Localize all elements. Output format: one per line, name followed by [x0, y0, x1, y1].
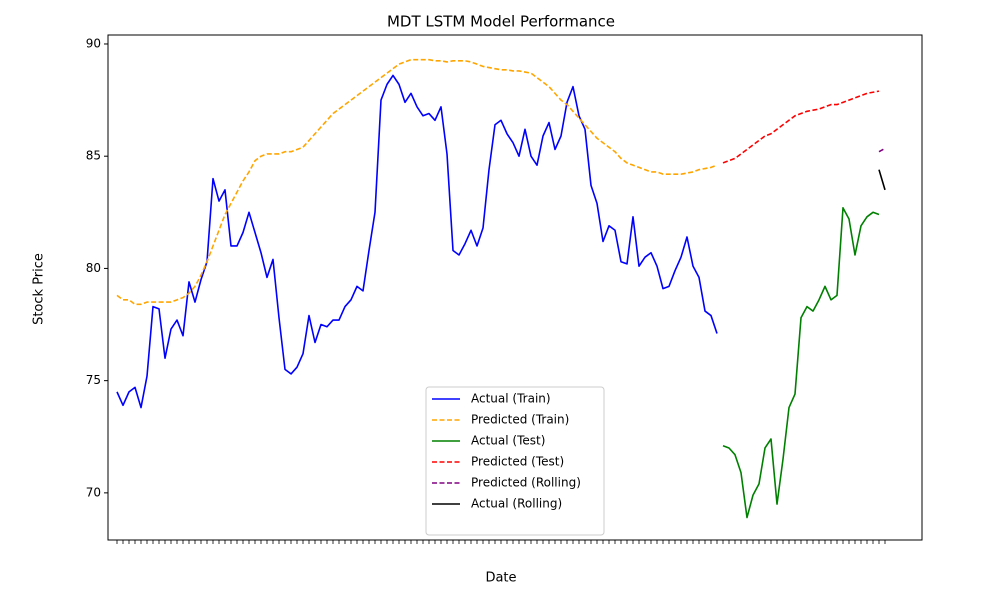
- legend-box: [425, 386, 605, 536]
- plot-frame: [107, 34, 923, 541]
- series-line: [116, 74, 718, 409]
- y-axis-label: Stock Price: [32, 253, 47, 325]
- series-line: [722, 207, 880, 519]
- y-tick-label: 75: [86, 373, 101, 387]
- legend-label: Actual (Rolling): [471, 497, 562, 511]
- series-line: [116, 58, 718, 306]
- y-tick-label: 85: [86, 149, 101, 163]
- y-tick-label: 80: [86, 261, 101, 275]
- series-line: [722, 90, 880, 164]
- legend-label: Actual (Train): [471, 392, 551, 406]
- series-line: [878, 169, 886, 191]
- legend-label: Actual (Test): [471, 434, 545, 448]
- legend-label: Predicted (Test): [471, 455, 564, 469]
- x-axis-label: Date: [485, 571, 516, 586]
- legend-label: Predicted (Rolling): [471, 476, 581, 490]
- chart-title: MDT LSTM Model Performance: [387, 13, 615, 31]
- legend-label: Predicted (Train): [471, 413, 569, 427]
- y-tick-label: 70: [86, 485, 101, 499]
- series-line: [878, 147, 886, 153]
- y-tick-label: 90: [86, 36, 101, 50]
